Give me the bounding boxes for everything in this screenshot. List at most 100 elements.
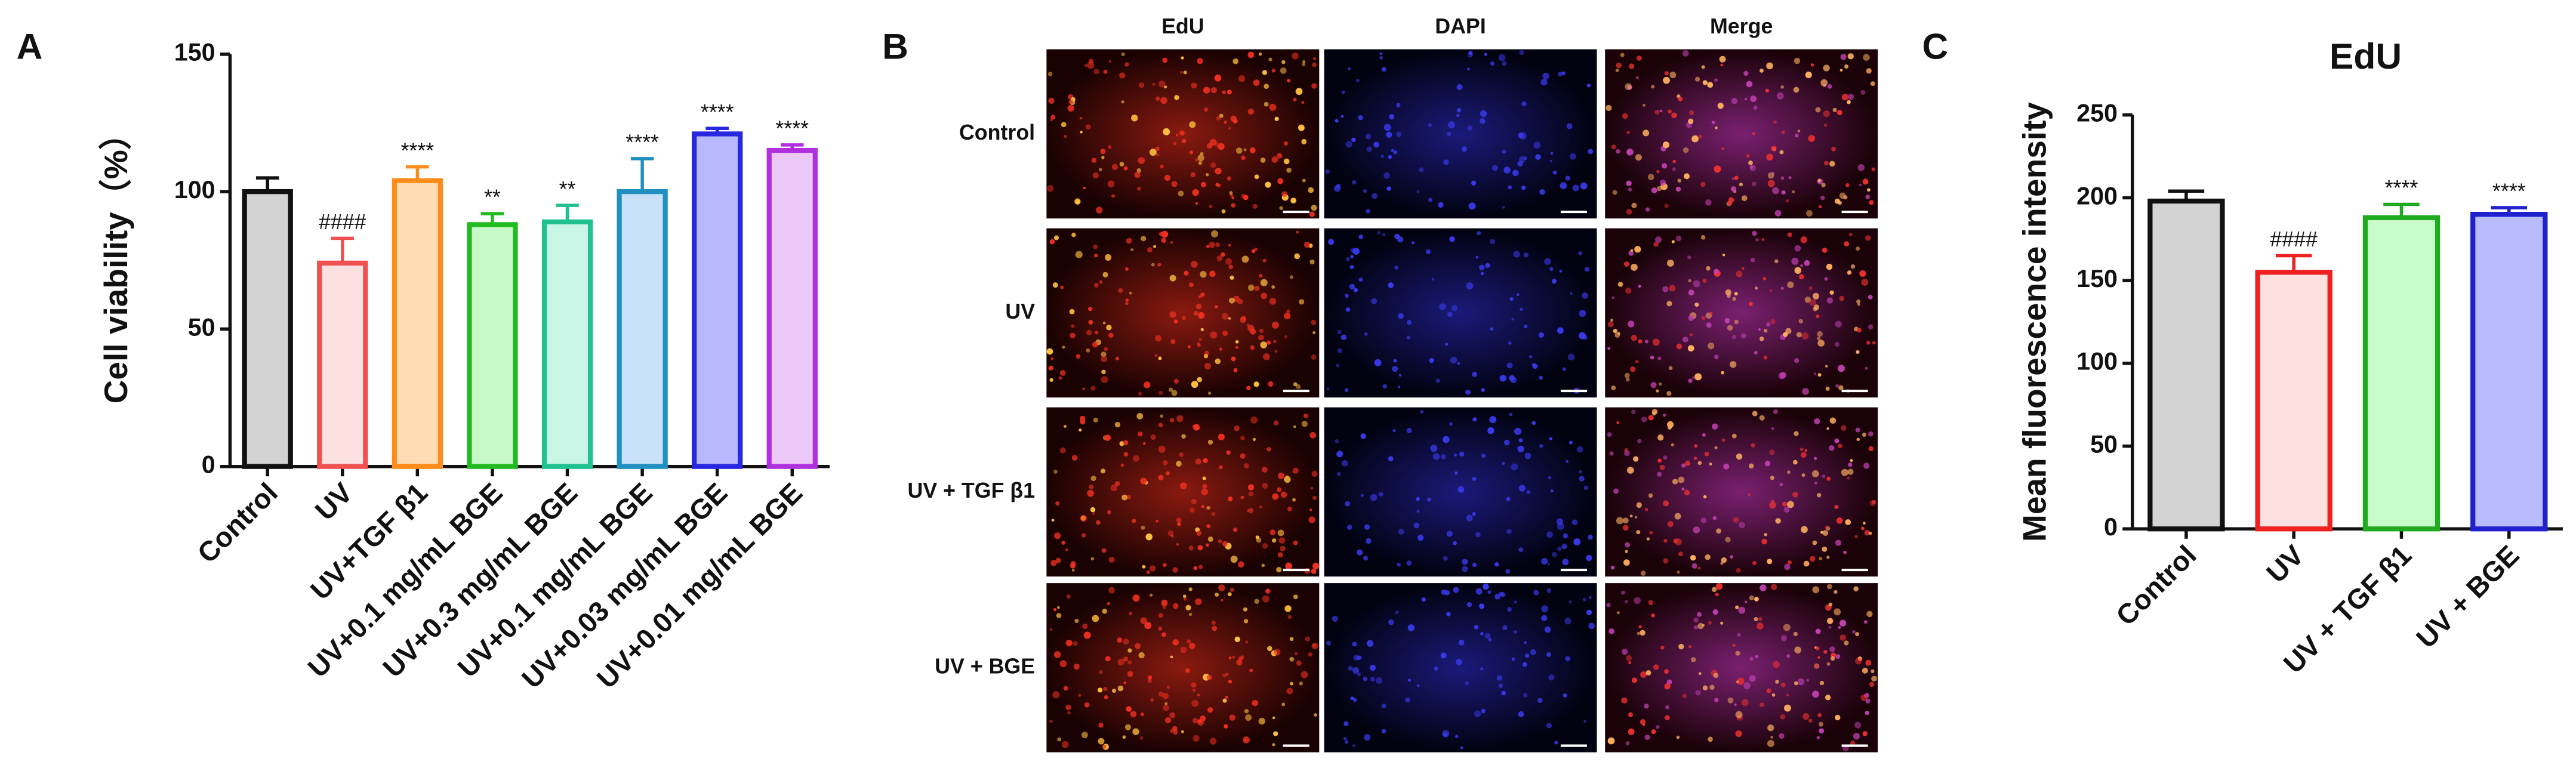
cell-dot <box>1791 257 1799 265</box>
cell-dot <box>1775 680 1779 684</box>
cell-dot <box>1168 387 1173 392</box>
cell-dot <box>1472 477 1477 481</box>
cell-dot <box>1712 423 1718 430</box>
cell-dot <box>1373 141 1379 148</box>
cell-dot <box>1344 721 1349 726</box>
cell-dot <box>1754 351 1758 355</box>
cell-dot <box>1092 512 1095 515</box>
cell-dot <box>1382 384 1387 389</box>
significance-label: #### <box>2270 227 2318 251</box>
cell-dot <box>1441 454 1446 459</box>
cell-dot <box>1850 740 1856 746</box>
cell-dot <box>1736 270 1743 277</box>
cell-dot <box>1859 270 1866 277</box>
cell-dot <box>1611 386 1616 390</box>
y-tick-label: 50 <box>188 313 215 341</box>
significance-label: **** <box>2492 180 2526 203</box>
cell-dot <box>1254 174 1259 180</box>
cell-dot <box>1179 130 1185 136</box>
cell-dot <box>1274 649 1281 656</box>
cell-dot <box>1517 445 1524 452</box>
cell-dot <box>1074 618 1079 623</box>
cell-dot <box>1827 584 1832 590</box>
cell-dot <box>1866 341 1871 345</box>
cell-dot <box>1519 50 1524 55</box>
cell-dot <box>1179 70 1183 74</box>
cell-dot <box>1506 496 1511 501</box>
cell-dot <box>1784 563 1791 570</box>
cell-dot <box>1512 169 1519 177</box>
cell-dot <box>1176 134 1179 137</box>
cell-dot <box>1228 496 1233 502</box>
cell-dot <box>1244 463 1249 468</box>
cell-dot <box>1061 541 1066 545</box>
cell-dot <box>1663 539 1668 543</box>
cell-dot <box>1081 732 1088 739</box>
cell-dot <box>1277 178 1284 184</box>
cell-dot <box>1856 299 1861 304</box>
cell-dot <box>1267 646 1272 652</box>
cell-dot <box>1147 679 1152 683</box>
cell-dot <box>1196 342 1201 346</box>
cell-dot <box>1070 561 1076 567</box>
cell-dot <box>1102 272 1108 277</box>
cell-dot <box>1835 714 1841 721</box>
cell-dot <box>1490 327 1494 331</box>
cell-dot <box>1264 84 1269 89</box>
cell-dot <box>1294 652 1298 656</box>
cell-dot <box>1119 162 1124 167</box>
cell-dot <box>1278 537 1286 544</box>
cell-dot <box>1780 286 1784 290</box>
cell-dot <box>1308 516 1315 523</box>
cell-dot <box>1174 95 1179 100</box>
cell-dot <box>1232 527 1238 532</box>
cell-dot <box>1222 90 1226 94</box>
cell-dot <box>1502 61 1507 66</box>
cell-dot <box>1101 351 1107 357</box>
cell-dot <box>1779 482 1783 486</box>
cell-dot <box>1731 177 1735 180</box>
cell-dot <box>1391 149 1394 152</box>
cell-dot <box>1866 610 1873 618</box>
cell-dot <box>1556 518 1564 525</box>
cell-dot <box>1511 463 1518 471</box>
cell-dot <box>1302 60 1306 63</box>
cell-dot <box>1617 332 1620 335</box>
cell-dot <box>1730 361 1737 368</box>
cell-dot <box>1843 550 1847 554</box>
cell-dot <box>1211 230 1219 238</box>
cell-dot <box>1760 584 1767 591</box>
cell-dot <box>1405 697 1410 702</box>
cell-dot <box>1200 328 1204 331</box>
cell-dot <box>1549 437 1552 440</box>
cell-dot <box>1557 547 1562 551</box>
cell-dot <box>1840 54 1847 60</box>
cell-dot <box>1562 367 1566 371</box>
cell-dot <box>1266 340 1271 345</box>
cell-dot <box>1260 341 1267 349</box>
cell-dot <box>1635 76 1640 80</box>
cell-dot <box>1580 182 1588 190</box>
cell-dot <box>1183 597 1187 601</box>
cell-dot <box>1651 187 1657 193</box>
cell-dot <box>1677 178 1681 183</box>
cell-dot <box>1456 658 1462 665</box>
cell-dot <box>1221 313 1229 320</box>
cell-dot <box>1628 63 1635 69</box>
cell-dot <box>1388 619 1394 625</box>
cell-dot <box>1345 388 1349 392</box>
cell-dot <box>1835 384 1839 388</box>
cell-dot <box>1155 96 1160 101</box>
cell-dot <box>1413 522 1420 529</box>
cell-dot <box>1260 158 1266 163</box>
cell-dot <box>1057 606 1060 609</box>
cell-dot <box>1641 417 1647 422</box>
cell-dot <box>1214 75 1222 82</box>
cell-dot <box>1803 560 1810 567</box>
cell-dot <box>1693 280 1700 288</box>
y-axis-label: Mean fluorescence intensity <box>2016 102 2053 542</box>
cell-dot <box>1867 188 1871 192</box>
cell-dot <box>1794 245 1801 252</box>
cell-dot <box>1261 467 1268 473</box>
cell-dot <box>1048 97 1055 104</box>
